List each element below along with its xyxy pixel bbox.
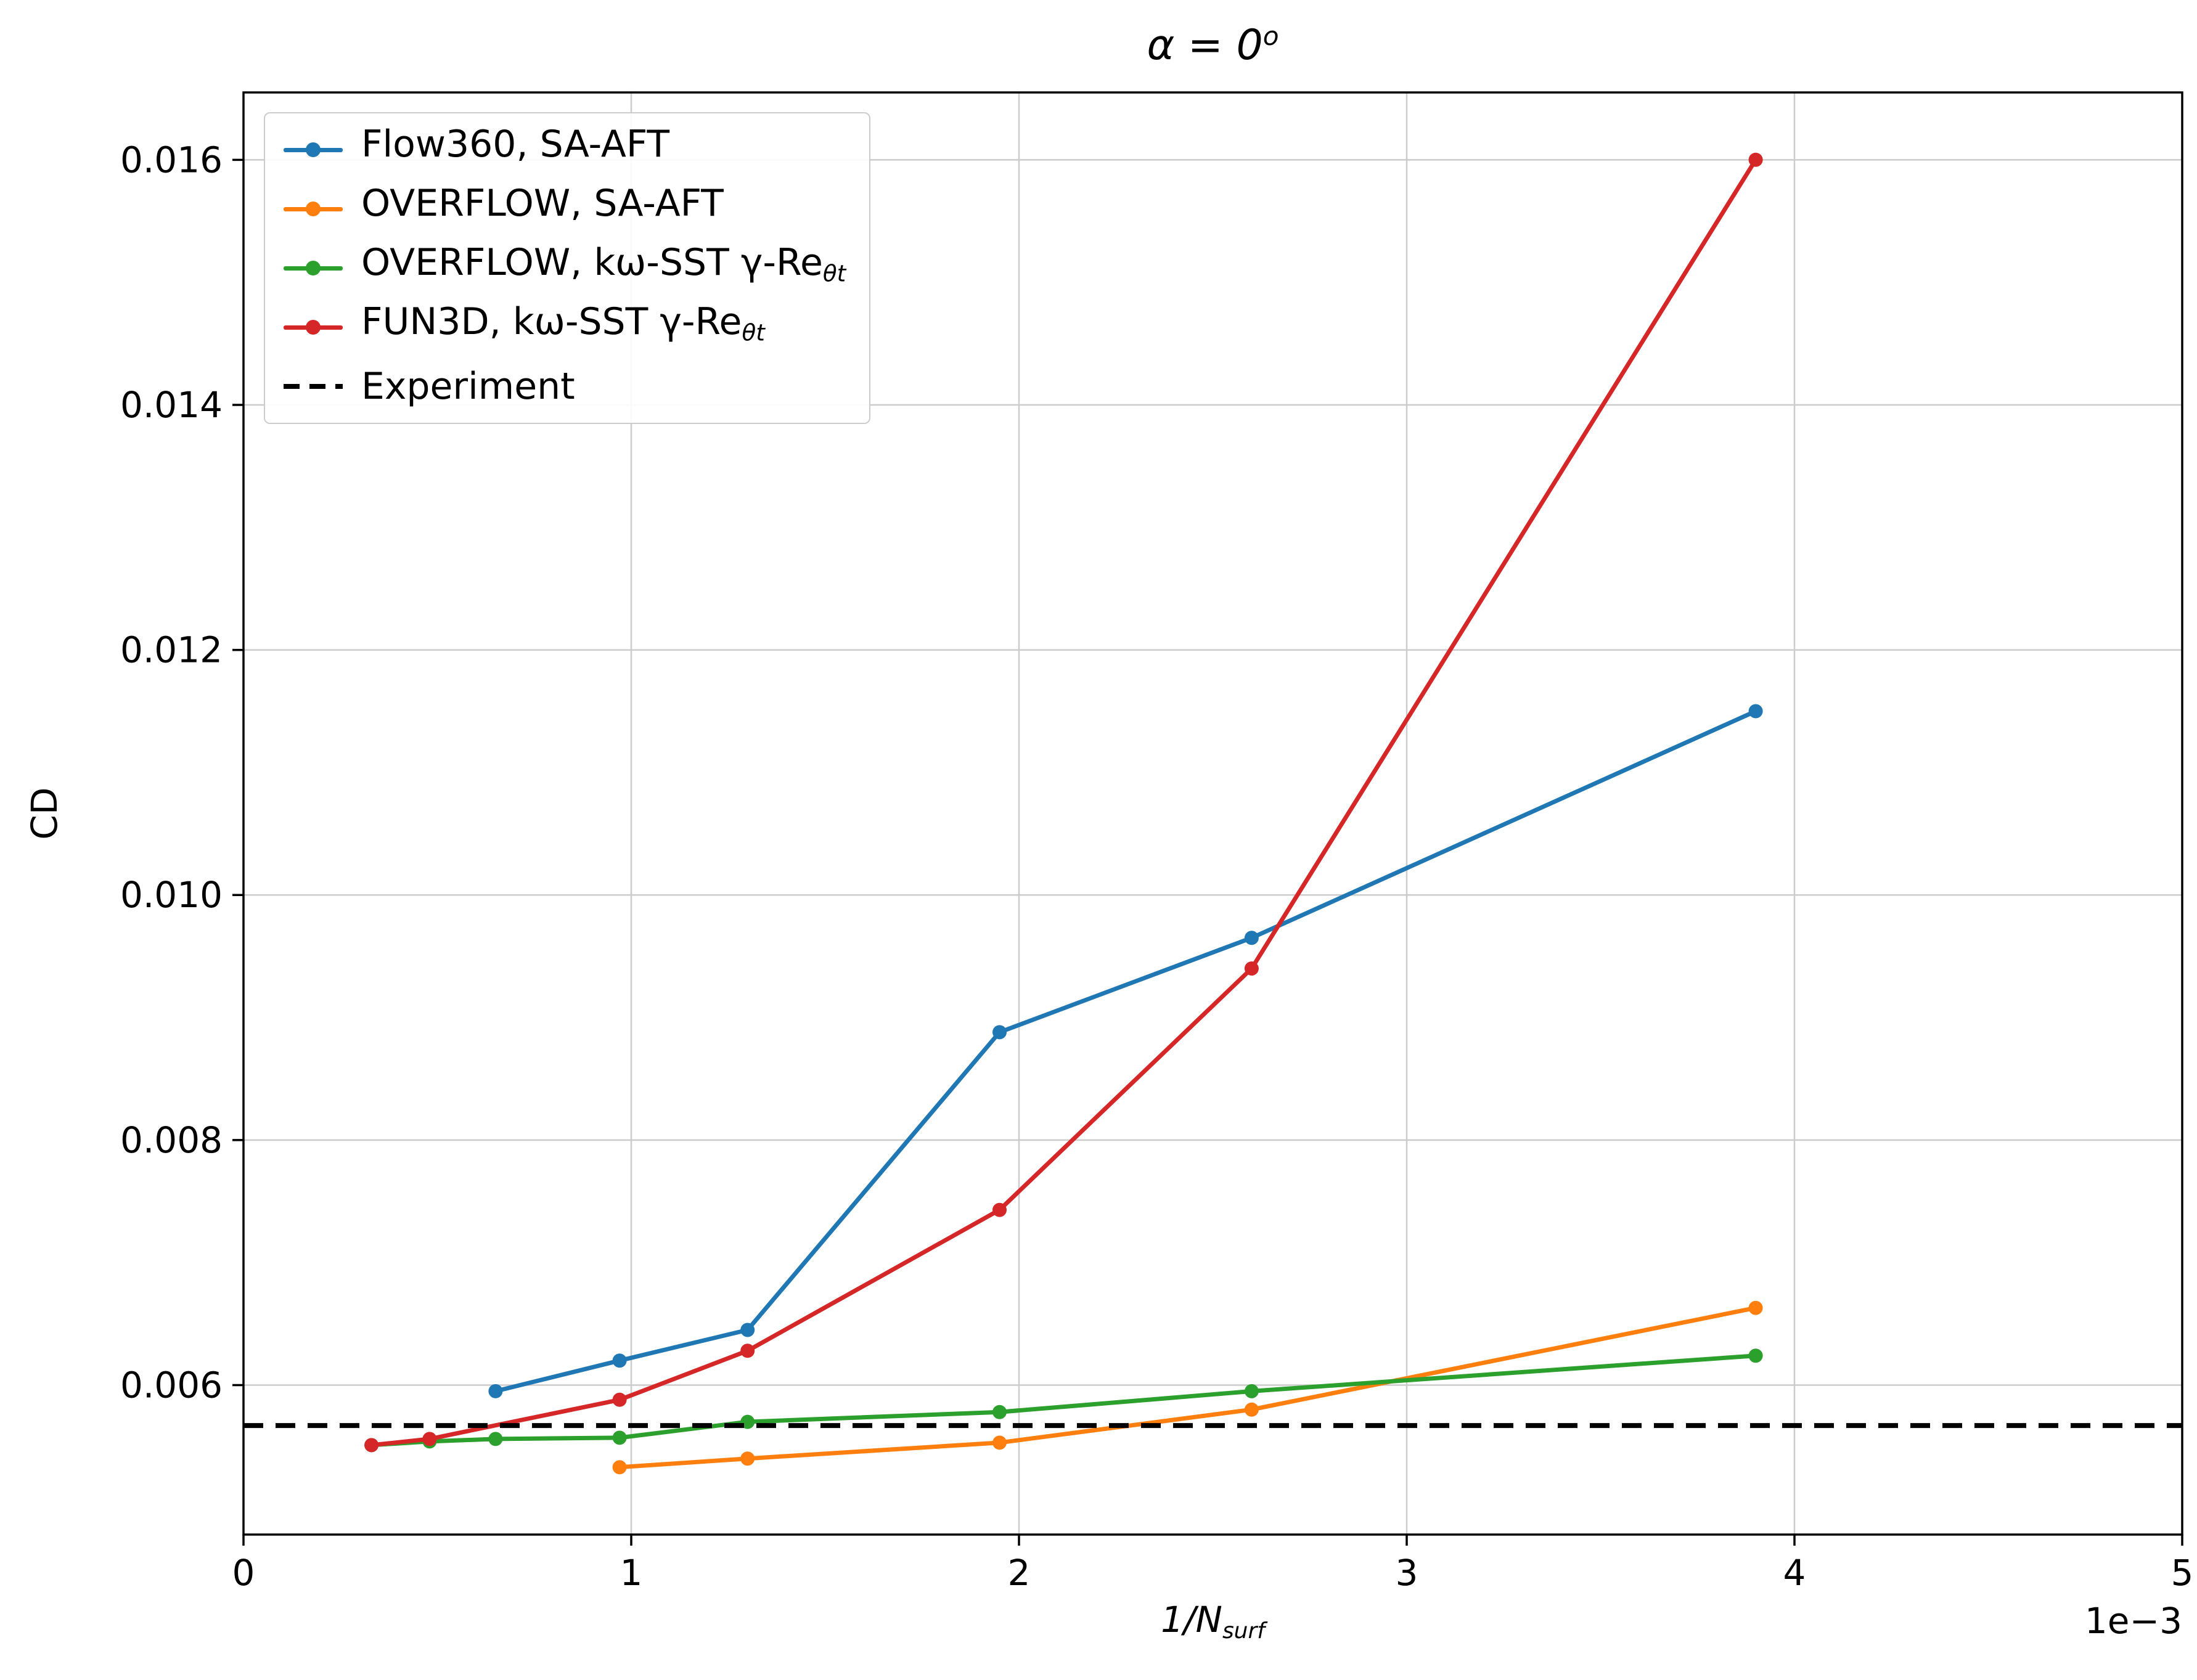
legend-label-subscript: θt — [742, 319, 765, 346]
data-point-marker — [612, 1460, 627, 1475]
x-axis-label-text: 1/N — [1161, 1599, 1222, 1641]
legend-label: OVERFLOW, kω-SST γ-Reθt — [361, 242, 846, 293]
y-tick-label: 0.010 — [120, 874, 223, 916]
legend-label-text: OVERFLOW, kω-SST γ-Re — [361, 241, 823, 285]
data-point-marker — [1748, 704, 1763, 719]
data-point-marker — [612, 1430, 627, 1445]
legend-swatch-line-marker-icon — [284, 129, 343, 170]
legend: Flow360, SA-AFT OVERFLOW, SA-AFT OVERFLO… — [264, 112, 871, 424]
data-point-marker — [992, 1405, 1007, 1419]
data-point-marker — [422, 1432, 437, 1446]
x-tick-label: 4 — [1783, 1552, 1806, 1594]
series-markers-fun3d-kw-sst-gamma-re — [364, 152, 1763, 1453]
series-line-flow360-sa-aft — [493, 709, 1758, 1393]
data-point-marker — [1748, 1300, 1763, 1315]
y-tick-label: 0.016 — [120, 139, 223, 181]
legend-label-text: OVERFLOW, SA-AFT — [361, 182, 724, 226]
data-point-marker — [992, 1025, 1007, 1040]
axis-offset-label: 1e−3 — [2084, 1600, 2182, 1642]
legend-entry-experiment: Experiment — [284, 366, 846, 407]
data-point-marker — [488, 1432, 503, 1446]
data-point-marker — [364, 1438, 379, 1453]
y-tick-label: 0.006 — [120, 1364, 223, 1406]
data-point-marker — [992, 1202, 1007, 1217]
legend-label-text: FUN3D, kω-SST γ-Re — [361, 300, 742, 344]
legend-entry-overflow-sa-aft: OVERFLOW, SA-AFT — [284, 183, 846, 229]
data-point-marker — [612, 1392, 627, 1407]
data-point-marker — [612, 1353, 627, 1368]
y-tick-label: 0.008 — [120, 1119, 223, 1161]
x-axis-label-subscript: surf — [1222, 1618, 1265, 1644]
y-tick-label: 0.014 — [120, 384, 223, 426]
legend-label: FUN3D, kω-SST γ-Reθt — [361, 301, 765, 353]
legend-swatch-dashed-line-icon — [284, 366, 343, 407]
series-line-overflow-kw-sst-gamma-re — [369, 1353, 1758, 1448]
chart-title: α = 0o — [243, 21, 2182, 70]
data-point-marker — [1244, 1402, 1259, 1417]
legend-label: OVERFLOW, SA-AFT — [361, 183, 724, 234]
data-point-marker — [1244, 961, 1259, 976]
x-tick-label: 1 — [620, 1552, 643, 1594]
legend-entry-overflow-kw-sst: OVERFLOW, kω-SST γ-Reθt — [284, 242, 846, 288]
x-tick-label: 0 — [232, 1552, 255, 1594]
chart-title-text: α = 0 — [1147, 21, 1263, 70]
legend-label: Experiment — [361, 366, 575, 407]
data-point-marker — [740, 1344, 755, 1358]
data-point-marker — [992, 1435, 1007, 1450]
chart-title-superscript: o — [1262, 21, 1279, 51]
legend-swatch-line-marker-icon — [284, 307, 343, 348]
legend-entry-fun3d-kw-sst: FUN3D, kω-SST γ-Reθt — [284, 301, 846, 348]
y-tick-label: 0.012 — [120, 629, 223, 671]
legend-swatch-line-marker-icon — [284, 248, 343, 288]
data-point-marker — [1748, 152, 1763, 167]
legend-label-text: Experiment — [361, 365, 575, 408]
legend-entry-flow360-sa-aft: Flow360, SA-AFT — [284, 124, 846, 170]
x-tick-label: 2 — [1008, 1552, 1031, 1594]
series-line-overflow-sa-aft — [617, 1305, 1758, 1470]
data-point-marker — [1748, 1348, 1763, 1363]
legend-label-text: Flow360, SA-AFT — [361, 123, 670, 166]
legend-label-subscript: θt — [822, 259, 846, 287]
data-point-marker — [740, 1323, 755, 1337]
data-point-marker — [1244, 1384, 1259, 1398]
data-point-marker — [488, 1384, 503, 1398]
x-axis-label: 1/Nsurf — [243, 1599, 2182, 1644]
x-tick-label: 5 — [2171, 1552, 2194, 1594]
series-markers-overflow-sa-aft — [612, 1300, 1763, 1475]
legend-swatch-line-marker-icon — [284, 189, 343, 229]
plot-border — [242, 91, 2183, 1536]
legend-label: Flow360, SA-AFT — [361, 124, 669, 175]
x-tick-label: 3 — [1396, 1552, 1418, 1594]
series-markers-flow360-sa-aft — [488, 704, 1763, 1398]
data-point-marker — [1244, 931, 1259, 945]
data-point-marker — [740, 1451, 755, 1466]
y-axis-label: CD — [23, 787, 65, 840]
